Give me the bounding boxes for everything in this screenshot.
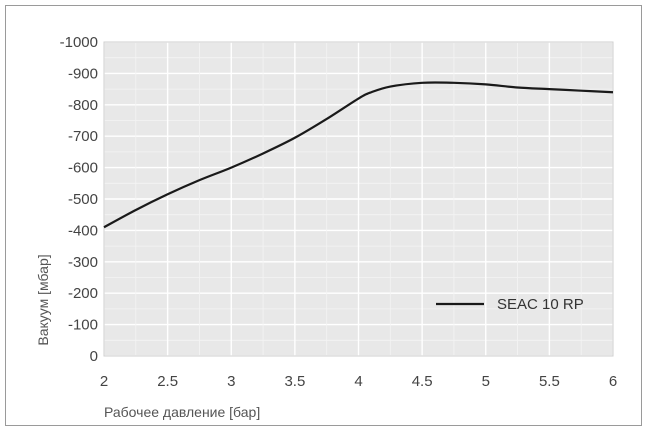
x-tick-label: 6 [609, 373, 617, 390]
x-tick-label: 2 [100, 373, 108, 390]
plot-border [103, 41, 614, 357]
y-tick-label: -700 [68, 128, 98, 145]
x-axis-label: Рабочее давление [бар] [104, 404, 260, 420]
y-tick-label: -500 [68, 191, 98, 208]
series-lines [103, 81, 614, 229]
y-tick-label: -200 [68, 285, 98, 302]
x-tick-label: 3.5 [284, 373, 305, 390]
legend: SEAC 10 RP [436, 296, 584, 313]
y-tick-label: -100 [68, 317, 98, 334]
y-tick-label: -600 [68, 160, 98, 177]
y-tick-label: -300 [68, 254, 98, 271]
x-tick-label: 5.5 [539, 373, 560, 390]
x-tick-label: 5 [482, 373, 490, 390]
x-tick-label: 4 [354, 373, 362, 390]
y-tick-labels: -1000-900-800-700-600-500-400-300-200-10… [60, 34, 98, 365]
legend-label: SEAC 10 RP [497, 296, 584, 313]
x-tick-labels: 2 2.5 3 3.5 4 4.5 5 5.5 6 [100, 373, 617, 390]
y-tick-label: -1000 [60, 34, 98, 51]
y-tick-label: -800 [68, 97, 98, 114]
y-axis-label: Вакуум [мбар] [35, 254, 51, 345]
x-tick-label: 2.5 [157, 373, 178, 390]
y-tick-label: -400 [68, 222, 98, 239]
x-tick-label: 3 [227, 373, 235, 390]
y-tick-label: -900 [68, 65, 98, 82]
x-tick-label: 4.5 [412, 373, 433, 390]
series-line-seac-10-rp [103, 81, 614, 229]
y-tick-label: 0 [90, 348, 98, 365]
